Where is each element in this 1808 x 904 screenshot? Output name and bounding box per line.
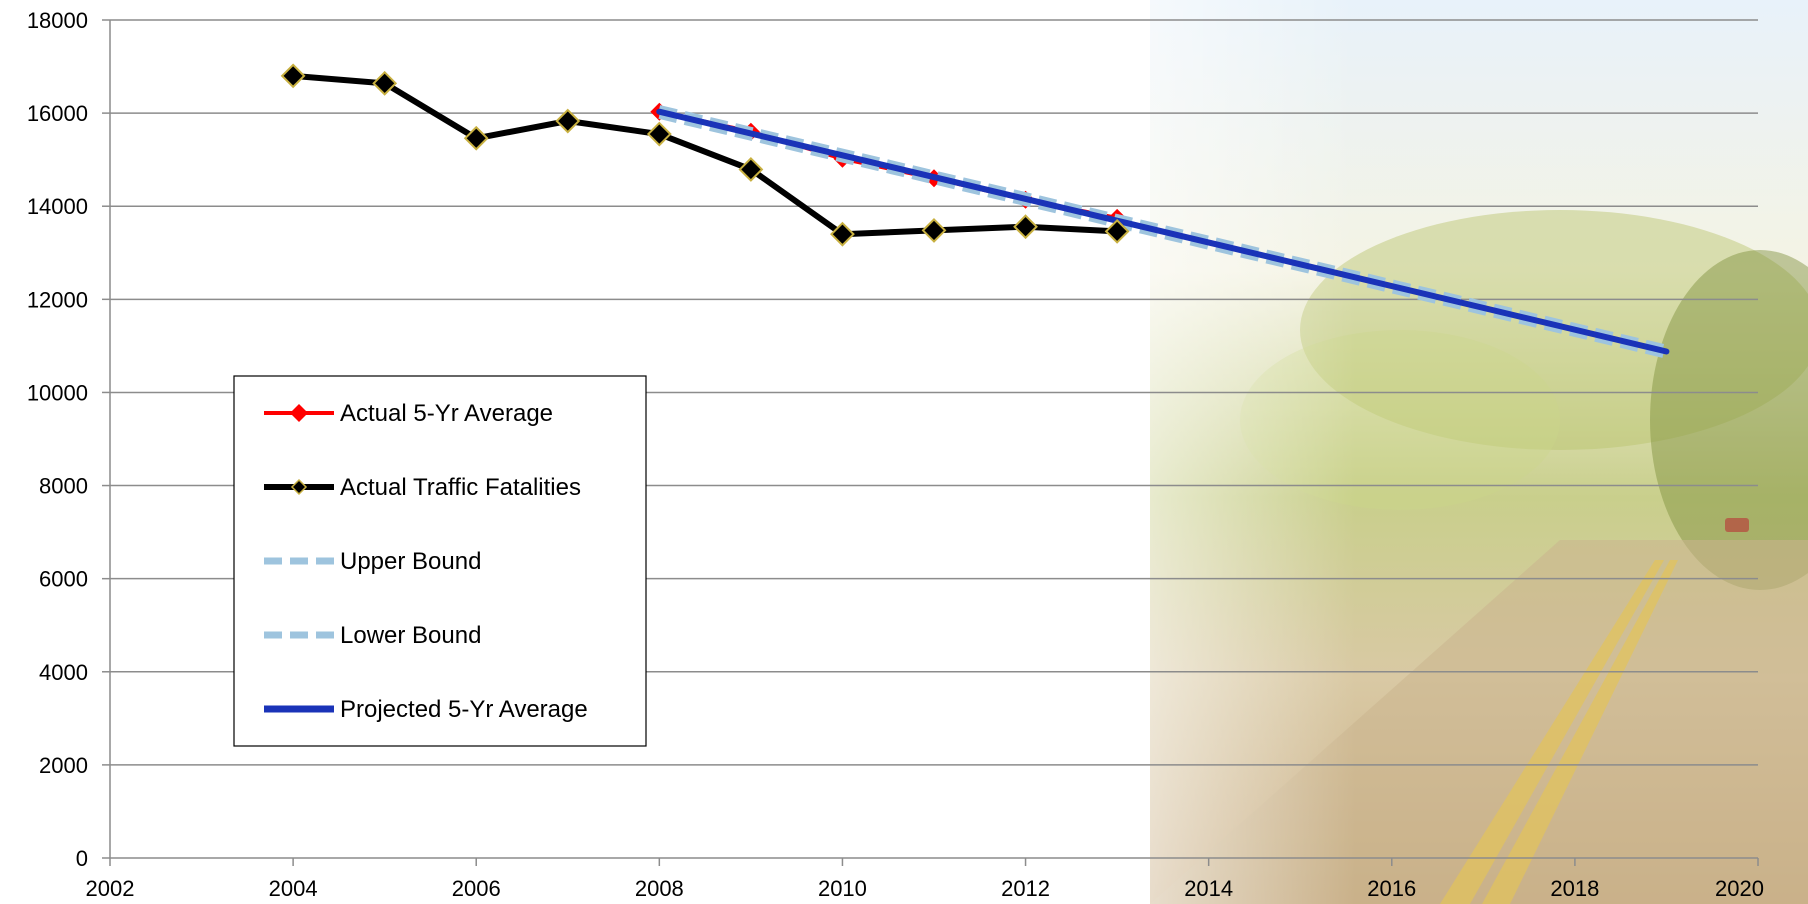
legend-label: Actual Traffic Fatalities: [340, 474, 581, 501]
y-tick-label: 8000: [39, 474, 88, 499]
y-tick-label: 16000: [27, 101, 88, 126]
x-tick-label: 2020: [1715, 876, 1764, 901]
data-point-actual-traffic-fatalities: [921, 218, 947, 243]
x-tick-label: 2012: [1001, 876, 1050, 901]
y-tick-label: 4000: [39, 660, 88, 685]
x-tick-label: 2018: [1550, 876, 1599, 901]
legend-label: Lower Bound: [340, 622, 481, 649]
legend-item-lower-bound: Lower Bound: [264, 622, 481, 649]
y-tick-label: 14000: [27, 194, 88, 219]
data-point-actual-traffic-fatalities: [280, 63, 306, 89]
data-point-actual-traffic-fatalities: [555, 108, 581, 134]
series-projected-5yr-average: [656, 108, 1670, 355]
y-tick-label: 6000: [39, 567, 88, 592]
x-tick-label: 2004: [269, 876, 318, 901]
x-tick-label: 2010: [818, 876, 867, 901]
y-tick-label: 18000: [27, 8, 88, 33]
series-lower-bound: [658, 111, 1668, 359]
data-point-actual-traffic-fatalities: [830, 221, 855, 247]
data-point-actual-traffic-fatalities: [1104, 218, 1130, 244]
series-upper-bound: [658, 105, 1668, 352]
x-tick-label: 2008: [635, 876, 684, 901]
legend-item-projected-5yr-average: Projected 5-Yr Average: [264, 696, 588, 723]
legend-label: Projected 5-Yr Average: [340, 696, 588, 723]
y-tick-labels: 0 2000 4000 6000 8000 10000 12000 14000 16000 180…: [27, 8, 88, 871]
data-point-actual-traffic-fatalities: [738, 157, 764, 182]
series-line-projected-5yr-average: [656, 108, 1670, 355]
legend-label: Actual 5-Yr Average: [340, 400, 553, 427]
series-line-actual-traffic-fatalities: [292, 72, 1118, 238]
series-actual-traffic-fatalities: [280, 63, 1130, 247]
x-tick-label: 2014: [1184, 876, 1233, 901]
data-point-actual-traffic-fatalities: [646, 121, 672, 147]
series-line-lower-bound: [658, 111, 1668, 359]
y-tick-label: 2000: [39, 753, 88, 778]
x-tick-label: 2006: [452, 876, 501, 901]
data-point-actual-traffic-fatalities: [1013, 214, 1038, 240]
data-point-actual-traffic-fatalities: [463, 125, 489, 151]
legend-item-actual-traffic-fatalities: Actual Traffic Fatalities: [264, 474, 581, 501]
y-tick-label: 10000: [27, 380, 88, 405]
legend-item-actual-5yr-average: Actual 5-Yr Average: [264, 400, 553, 427]
series: [280, 63, 1670, 359]
y-tick-label: 0: [76, 846, 88, 871]
y-tick-label: 12000: [27, 287, 88, 312]
x-tick-labels: 2002 2004 2006 2008 2010 2012 2014 2016 2018 2020: [86, 876, 1764, 901]
data-point-actual-traffic-fatalities: [372, 70, 398, 96]
legend-label: Upper Bound: [340, 548, 481, 575]
legend: Actual 5-Yr Average Actual Traffic Fatal…: [233, 375, 647, 747]
x-tick-label: 2002: [86, 876, 135, 901]
axes: [102, 19, 1759, 866]
legend-item-upper-bound: Upper Bound: [264, 548, 481, 575]
x-tick-label: 2016: [1367, 876, 1416, 901]
series-line-upper-bound: [658, 105, 1668, 352]
